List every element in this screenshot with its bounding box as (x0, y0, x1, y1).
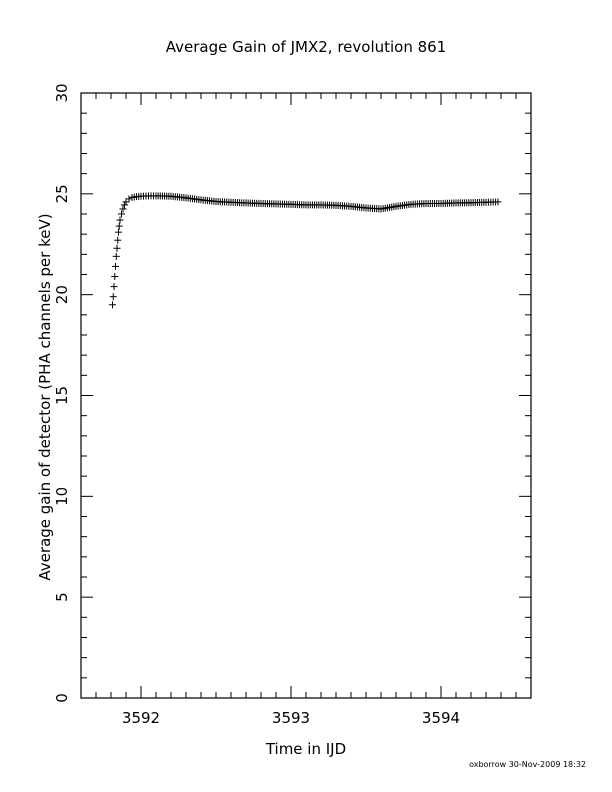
data-point (116, 216, 124, 224)
data-point (118, 210, 125, 218)
y-tick-label: 10 (53, 487, 71, 506)
data-point (119, 205, 127, 213)
x-axis-label: Time in IJD (265, 740, 347, 758)
y-tick-label: 30 (53, 83, 71, 102)
data-point (125, 195, 133, 203)
data-point (113, 244, 121, 252)
data-point (110, 283, 118, 291)
y-tick-label: 15 (53, 386, 71, 405)
data-point (109, 301, 116, 309)
data-point (115, 228, 122, 236)
plot-frame (80, 92, 532, 699)
data-point (111, 273, 119, 281)
data-point (494, 198, 502, 206)
data-point (112, 252, 120, 260)
y-tick-label: 0 (53, 693, 71, 703)
data-point (121, 201, 128, 209)
x-tick-label: 3594 (422, 709, 460, 727)
data-point (112, 262, 119, 270)
data-point (122, 198, 130, 206)
y-tick-label: 25 (53, 184, 71, 203)
y-axis-label: Average gain of detector (PHA channels p… (36, 213, 54, 581)
chart-title: Average Gain of JMX2, revolution 861 (165, 38, 447, 56)
data-point (114, 236, 122, 244)
y-tick-label: 20 (53, 285, 71, 304)
y-tick-label: 5 (53, 592, 71, 602)
x-tick-label: 3592 (122, 709, 160, 727)
data-point (115, 222, 123, 230)
data-point (109, 293, 117, 301)
footer-credit: oxborrow 30-Nov-2009 18:32 (469, 760, 586, 769)
x-tick-label: 3593 (272, 709, 310, 727)
